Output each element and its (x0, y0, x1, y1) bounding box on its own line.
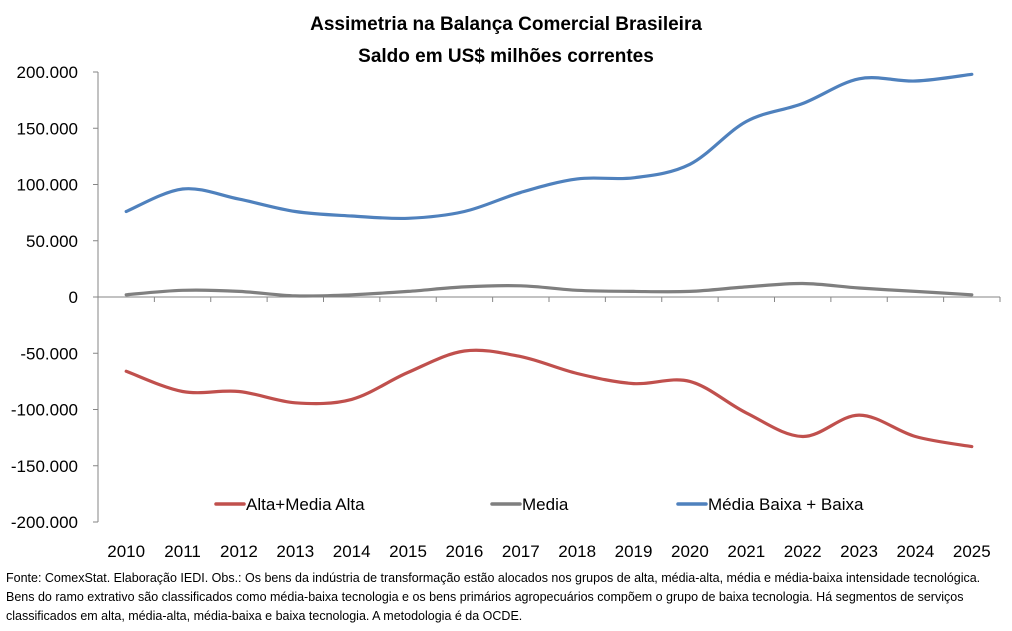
x-tick-label: 2021 (727, 542, 765, 561)
x-tick-label: 2020 (671, 542, 709, 561)
x-tick-label: 2013 (276, 542, 314, 561)
y-tick-label: 150.000 (17, 119, 78, 138)
y-tick-label: -200.000 (11, 513, 78, 532)
y-tick-label: 50.000 (26, 232, 78, 251)
legend-label: Alta+Media Alta (246, 495, 365, 514)
x-tick-label: 2024 (897, 542, 935, 561)
line-chart: Assimetria na Balança Comercial Brasilei… (11, 14, 1001, 561)
y-tick-label: 200.000 (17, 63, 78, 82)
x-tick-label: 2016 (446, 542, 484, 561)
y-tick-label: 100.000 (17, 176, 78, 195)
series-line-media (124, 281, 974, 298)
x-tick-label: 2019 (615, 542, 653, 561)
legend-label: Media (522, 495, 569, 514)
x-tick-label: 2025 (953, 542, 991, 561)
x-tick-label: 2023 (840, 542, 878, 561)
x-tick-label: 2022 (784, 542, 822, 561)
x-axis: 2010 2011 2012 2013 2014 2015 2016 2017 2018 2019… (97, 296, 1001, 561)
x-tick-label: 2014 (333, 542, 371, 561)
footnote: Fonte: ComexStat. Elaboração IEDI. Obs.:… (6, 571, 981, 623)
x-tick-label: 2017 (502, 542, 540, 561)
series-line-alta-media-alta (124, 348, 974, 449)
y-tick-label: 0 (69, 288, 78, 307)
y-tick-label: -150.000 (11, 457, 78, 476)
legend: Alta+Media Alta Media Média Baixa + Baixa (214, 495, 864, 514)
x-tick-label: 2010 (107, 542, 145, 561)
x-tick-label: 2015 (389, 542, 427, 561)
y-tick-label: -100.000 (11, 401, 78, 420)
y-axis: 200.000 150.000 100.000 50.000 0 -50.000 -100.… (11, 63, 99, 532)
x-tick-label: 2011 (164, 542, 201, 561)
chart-title-line-2: Saldo em US$ milhões correntes (358, 46, 654, 67)
y-tick-label: -50.000 (20, 344, 78, 363)
x-tick-label: 2012 (220, 542, 258, 561)
series-line-media-baixa-baixa (124, 72, 974, 221)
chart-title-line-1: Assimetria na Balança Comercial Brasilei… (310, 14, 702, 35)
legend-label: Média Baixa + Baixa (708, 495, 864, 514)
series-lines (124, 72, 974, 449)
x-tick-label: 2018 (558, 542, 596, 561)
